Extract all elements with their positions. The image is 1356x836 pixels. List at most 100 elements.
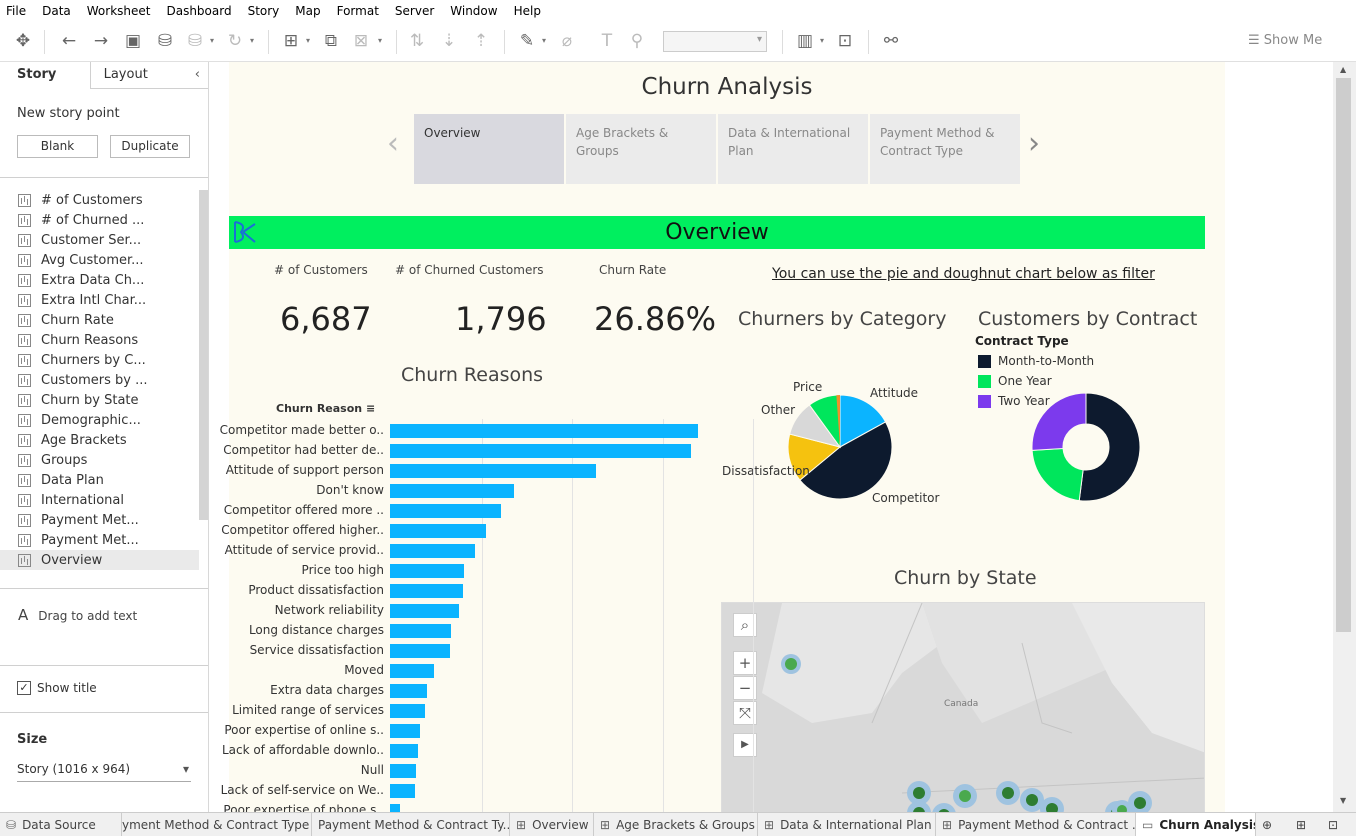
- slice-price[interactable]: [808, 394, 841, 449]
- bar-label[interactable]: Competitor offered higher..: [221, 523, 384, 537]
- bar-label[interactable]: Lack of self-service on We..: [220, 783, 384, 797]
- chevron-down-icon[interactable]: ▾: [210, 36, 215, 45]
- menu-data[interactable]: Data: [42, 4, 71, 18]
- show-me-button[interactable]: ☰ Show Me: [1248, 33, 1322, 48]
- churn-by-state-map[interactable]: Canada ⌕ + − ⤧ ▶: [721, 602, 1205, 812]
- chevron-down-icon[interactable]: ▾: [542, 36, 547, 45]
- menu-server[interactable]: Server: [394, 4, 435, 18]
- slice-two-year[interactable]: [1031, 392, 1087, 451]
- bar-label[interactable]: Limited range of services: [232, 703, 384, 717]
- duplicate-button[interactable]: Duplicate: [110, 135, 190, 158]
- bar[interactable]: [390, 784, 415, 798]
- pin-icon[interactable]: ⚲: [630, 31, 644, 51]
- sheet-item[interactable]: Extra Data Ch...: [0, 270, 199, 290]
- sheet-item[interactable]: Data Plan: [0, 470, 199, 490]
- chevron-down-icon[interactable]: ▾: [378, 36, 383, 45]
- bar[interactable]: [390, 744, 418, 758]
- chevron-down-icon[interactable]: ▾: [250, 36, 255, 45]
- fit-select[interactable]: [663, 31, 767, 52]
- tab-layout[interactable]: Layout ‹: [90, 62, 208, 89]
- sheet-item[interactable]: # of Customers: [0, 190, 199, 210]
- bar-label[interactable]: Lack of affordable downlo..: [221, 743, 384, 757]
- sheet-item[interactable]: Avg Customer...: [0, 250, 199, 270]
- sheet-list-scrollbar[interactable]: [199, 190, 208, 520]
- text-label-icon[interactable]: T: [601, 31, 613, 51]
- save-icon[interactable]: ▣: [124, 31, 142, 51]
- menu-dashboard[interactable]: Dashboard: [166, 4, 232, 18]
- slice-one-year[interactable]: [1031, 447, 1084, 502]
- slice-competitor[interactable]: [799, 421, 893, 500]
- drag-to-add-text[interactable]: A Drag to add text: [18, 606, 138, 624]
- highlight-icon[interactable]: ✎: [519, 31, 535, 51]
- sheet-item[interactable]: Demographic...: [0, 410, 199, 430]
- bar-label[interactable]: Don't know: [316, 483, 384, 497]
- sheet-item[interactable]: Churn Rate: [0, 310, 199, 330]
- sheet-item[interactable]: Payment Met...: [0, 530, 199, 550]
- bar-label[interactable]: Null: [360, 763, 384, 777]
- slice-attitude[interactable]: [839, 394, 887, 448]
- size-select[interactable]: Story (1016 x 964): [17, 762, 191, 782]
- chevron-left-icon[interactable]: ‹: [194, 67, 200, 82]
- canvas-vertical-scrollbar[interactable]: ▲ ▼: [1333, 62, 1356, 812]
- chevron-down-icon[interactable]: ▾: [306, 36, 311, 45]
- new-worksheet-icon[interactable]: ⊞: [283, 31, 299, 51]
- slice-dissatisfaction[interactable]: [787, 433, 842, 481]
- tab-story[interactable]: Story: [0, 62, 91, 89]
- story-point-overview[interactable]: Overview: [414, 114, 564, 184]
- bar[interactable]: [390, 584, 463, 598]
- tab-churn-analysis[interactable]: ▭ Churn Analysis: [1136, 813, 1256, 836]
- story-point-age-brackets[interactable]: Age Brackets & Groups: [566, 114, 716, 184]
- chevron-left-icon[interactable]: ‹: [387, 126, 399, 161]
- bar-label[interactable]: Product dissatisfaction: [248, 583, 384, 597]
- sort-icon[interactable]: ≡: [365, 402, 376, 415]
- bar[interactable]: [390, 764, 416, 778]
- scroll-up-icon[interactable]: ▲: [1340, 65, 1347, 74]
- menu-window[interactable]: Window: [450, 4, 498, 18]
- sort-descending-icon[interactable]: ⇡: [473, 31, 489, 51]
- menu-help[interactable]: Help: [513, 4, 541, 18]
- blank-button[interactable]: Blank: [17, 135, 98, 158]
- tab-payment-method-contract-3[interactable]: ⊞ Payment Method & Contract ...: [936, 813, 1136, 836]
- sheet-item[interactable]: Customers by ...: [0, 370, 199, 390]
- presentation-mode-icon[interactable]: ⊡: [837, 31, 853, 51]
- menu-worksheet[interactable]: Worksheet: [86, 4, 151, 18]
- bar-label[interactable]: Long distance charges: [248, 623, 384, 637]
- sheet-item-overview[interactable]: Overview: [0, 550, 199, 570]
- bar[interactable]: [390, 664, 434, 678]
- sheet-item[interactable]: Churners by C...: [0, 350, 199, 370]
- legend-item-month-to-month[interactable]: Month-to-Month: [978, 354, 1094, 368]
- bar[interactable]: [390, 504, 501, 518]
- sheet-item[interactable]: Churn Reasons: [0, 330, 199, 350]
- churn-reason-header[interactable]: Churn Reason ≡: [276, 402, 376, 415]
- bar[interactable]: [390, 804, 400, 812]
- slice-month-to-month[interactable]: [1078, 392, 1141, 502]
- bar[interactable]: [390, 484, 514, 498]
- bar[interactable]: [390, 544, 475, 558]
- story-point-payment-method[interactable]: Payment Method & Contract Type: [870, 114, 1020, 184]
- attachment-icon[interactable]: ⌀: [561, 31, 573, 51]
- tab-data-source[interactable]: ⛁ Data Source: [0, 813, 122, 836]
- bar-label[interactable]: Attitude of service provid..: [224, 543, 384, 557]
- menu-file[interactable]: File: [6, 4, 27, 18]
- sheet-item[interactable]: Extra Intl Char...: [0, 290, 199, 310]
- sort-ascending-icon[interactable]: ⇣: [441, 31, 457, 51]
- menu-format[interactable]: Format: [336, 4, 379, 18]
- bar[interactable]: [390, 424, 698, 438]
- back-icon[interactable]: ←: [61, 31, 77, 51]
- legend-item-one-year[interactable]: One Year: [978, 374, 1052, 388]
- bar[interactable]: [390, 644, 450, 658]
- clear-sheet-icon[interactable]: ⊠: [353, 31, 369, 51]
- chevron-right-icon[interactable]: ›: [1028, 126, 1040, 161]
- new-worksheet-icon[interactable]: ⊕: [1262, 818, 1273, 832]
- bar-label[interactable]: Poor expertise of phone s..: [223, 803, 384, 812]
- bar-label[interactable]: Competitor offered more ..: [223, 503, 384, 517]
- new-story-icon[interactable]: ⊡: [1328, 818, 1339, 832]
- legend-item-two-year[interactable]: Two Year: [978, 394, 1050, 408]
- bar[interactable]: [390, 464, 596, 478]
- tableau-logo-icon[interactable]: ✥: [15, 31, 31, 51]
- bar-label[interactable]: Competitor made better o..: [219, 423, 384, 437]
- sheet-item[interactable]: Customer Ser...: [0, 230, 199, 250]
- bar-label[interactable]: Service dissatisfaction: [249, 643, 384, 657]
- bar[interactable]: [390, 704, 425, 718]
- new-data-source-icon[interactable]: ⛁: [157, 31, 173, 51]
